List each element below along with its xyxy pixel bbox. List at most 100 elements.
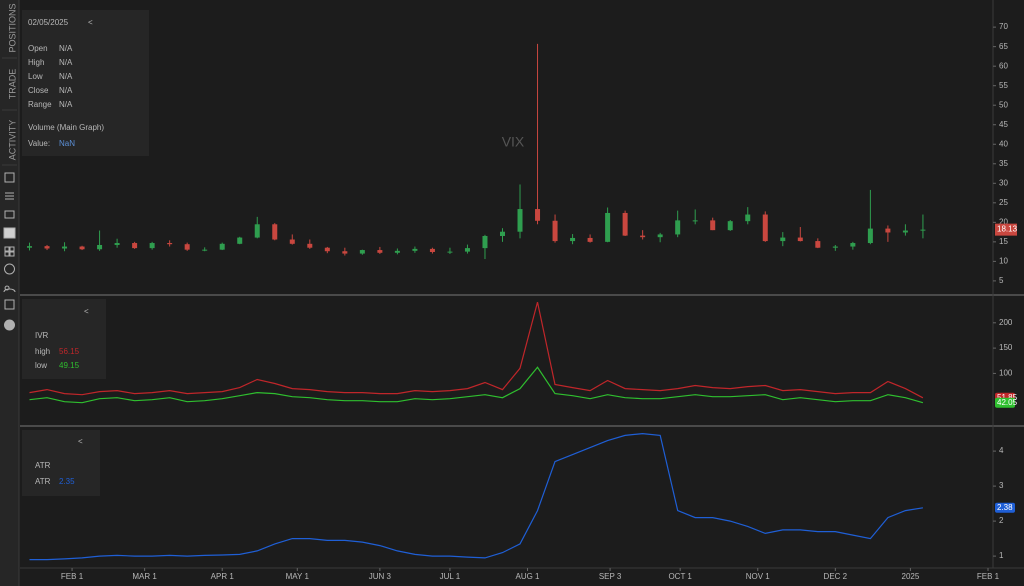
candle-body [780, 237, 786, 242]
series-line [29, 366, 924, 404]
info-key: Low [28, 72, 43, 81]
candle-body [412, 248, 418, 251]
legend-name: ATR [35, 477, 51, 486]
info-value: N/A [59, 58, 73, 67]
candle-body [237, 237, 243, 244]
last-value-box [995, 397, 1015, 408]
icon[interactable] [3, 285, 16, 293]
y-tick-label: 100 [999, 369, 1013, 378]
y-tick-label: 20 [999, 217, 1008, 226]
x-tick-label: MAR 1 [132, 572, 157, 581]
y-tick-label: 200 [999, 318, 1013, 327]
sidebar-tab[interactable]: POSITIONS [7, 3, 17, 52]
x-tick-label: DEC 2 [824, 572, 848, 581]
candle-body [745, 214, 751, 222]
icon[interactable] [4, 172, 15, 183]
x-tick-label: NOV 1 [746, 572, 771, 581]
legend-name: low [35, 361, 47, 370]
info-volume: Volume (Main Graph) [28, 123, 104, 132]
candle-body [552, 220, 558, 242]
info-value: N/A [59, 72, 73, 81]
candle-body [342, 251, 348, 254]
icon[interactable] [4, 299, 15, 310]
icon[interactable] [4, 210, 15, 219]
info-value: N/A [59, 100, 73, 109]
candle-body [640, 235, 646, 238]
candle-body [377, 250, 383, 253]
icon[interactable] [4, 319, 15, 331]
last-value-box [995, 223, 1017, 236]
y-tick-label: 5 [999, 276, 1004, 285]
info-key: Value: [28, 139, 50, 148]
y-tick-label: 150 [999, 343, 1013, 352]
candle-body [710, 220, 716, 231]
collapse-button[interactable]: < [78, 437, 83, 446]
candle-body [902, 230, 908, 233]
candle-body [885, 228, 891, 233]
candle-body [499, 231, 505, 236]
y-tick-label: 2 [999, 516, 1004, 525]
candle-body [797, 237, 803, 242]
x-tick-label: JUN 3 [369, 572, 392, 581]
y-tick-label: 25 [999, 198, 1008, 207]
sidebar-icons [3, 172, 16, 331]
icon[interactable] [5, 192, 14, 200]
y-tick-label: 35 [999, 159, 1008, 168]
icon[interactable] [4, 263, 15, 275]
candle-body [587, 237, 593, 242]
info-date: 02/05/2025 [28, 18, 69, 27]
info-value: N/A [59, 44, 73, 53]
x-tick-label: FEB 1 [977, 572, 1000, 581]
candle-body [289, 239, 295, 244]
candle-body [657, 234, 663, 238]
legend-value: 49.15 [59, 361, 80, 370]
series-line [29, 432, 923, 561]
candle-body [307, 243, 313, 248]
y-tick-label: 1 [999, 551, 1004, 560]
candle-body [482, 236, 488, 249]
candle-body [394, 250, 400, 253]
info-key: Range [28, 100, 52, 109]
legend-value: 56.15 [59, 347, 80, 356]
sidebar-tab[interactable]: TRADE [7, 69, 17, 100]
info-key: High [28, 58, 44, 67]
series-line [29, 301, 924, 399]
candle-body [429, 248, 435, 253]
sidebar [0, 0, 19, 586]
sidebar-tab[interactable]: ACTIVITY [7, 120, 17, 161]
x-tick-label: AUG 1 [516, 572, 541, 581]
candle-body [535, 209, 541, 221]
candle-body [272, 224, 278, 240]
last-value-label: 2.38 [997, 503, 1013, 512]
y-tick-label: 45 [999, 120, 1008, 129]
collapse-button[interactable]: < [84, 307, 89, 316]
y-tick-label: 55 [999, 81, 1008, 90]
candle-body [254, 224, 260, 238]
study-panel [22, 430, 100, 496]
candle-body [920, 229, 926, 231]
candle-body [832, 246, 838, 248]
candle-body [359, 250, 365, 254]
candle-body [97, 244, 103, 250]
candle-body [447, 251, 453, 253]
collapse-button[interactable]: < [88, 18, 93, 27]
candle-body [867, 228, 873, 244]
candle-body [727, 221, 733, 231]
x-tick-label: MAY 1 [286, 572, 310, 581]
candle-body [219, 243, 225, 250]
icon[interactable] [4, 246, 15, 257]
candle-body [850, 243, 856, 247]
y-tick-label: 3 [999, 481, 1004, 490]
icon[interactable] [3, 227, 16, 239]
study-panel [22, 299, 106, 379]
last-value-label: 42.05 [997, 398, 1018, 407]
candle-body [324, 247, 330, 252]
last-value-label: 18.13 [997, 225, 1018, 234]
candle-body [149, 243, 155, 249]
y-tick-label: 65 [999, 42, 1008, 51]
y-tick-label: 10 [999, 256, 1008, 265]
candle-body [132, 243, 138, 249]
study-title: IVR [35, 331, 49, 340]
